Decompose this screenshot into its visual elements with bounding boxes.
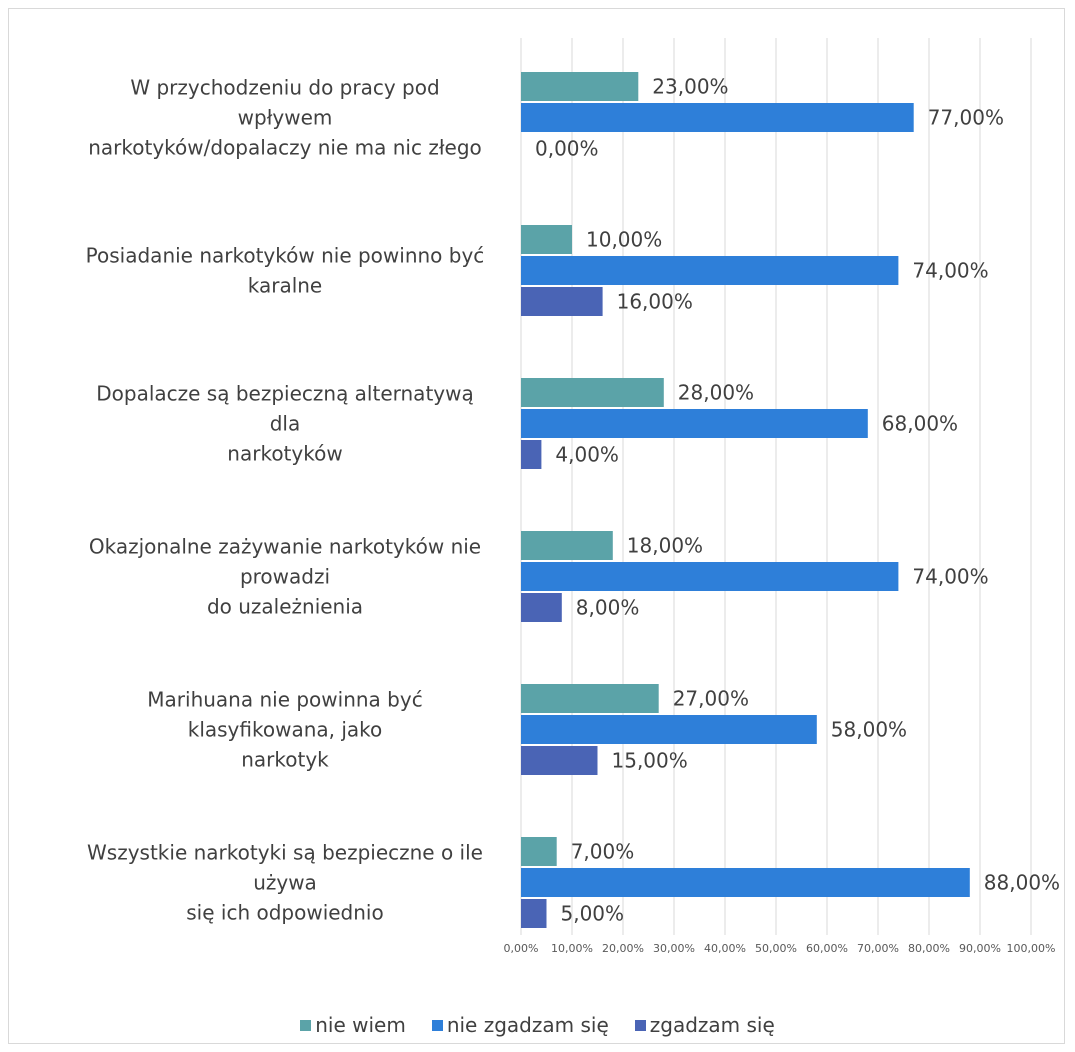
bar [521,378,664,407]
bar [521,837,557,866]
legend-swatch [300,1019,312,1031]
category-label-line: Wszystkie narkotyki są bezpieczne o ile [87,841,483,865]
x-tick-label: 20,00% [602,942,644,955]
category-label-line: dla [270,412,301,436]
bar [521,287,603,316]
bar [521,715,817,744]
data-label: 88,00% [984,871,1060,895]
category-label-line: klasyfikowana, jako [188,718,383,742]
x-tick-label: 90,00% [959,942,1001,955]
category-label-line: Dopalacze są bezpieczną alternatywą [96,382,473,406]
data-label: 8,00% [576,596,640,620]
x-tick-label: 60,00% [806,942,848,955]
bar [521,593,562,622]
bar [521,868,970,897]
data-label: 74,00% [912,565,988,589]
legend-item: nie zgadzam się [431,1013,609,1037]
category-label-line: się ich odpowiednio [186,901,383,925]
data-label: 58,00% [831,718,907,742]
legend-swatch [431,1019,443,1031]
bar [521,746,598,775]
data-label: 74,00% [912,259,988,283]
bar [521,103,914,132]
x-tick-label: 40,00% [704,942,746,955]
data-label: 16,00% [617,290,693,314]
legend-label: nie wiem [315,1013,406,1037]
data-label: 27,00% [673,687,749,711]
bar [521,562,899,591]
category-label-line: narkotyków/dopalaczy nie ma nic złego [88,136,482,160]
category-label-line: narkotyków [227,442,342,466]
legend-swatch [634,1019,646,1031]
category-label: Marihuana nie powinna być klasyfikowana, … [147,688,422,772]
bar [521,684,659,713]
data-label: 4,00% [555,443,619,467]
data-label: 77,00% [928,106,1004,130]
bar [521,72,639,101]
bar [521,440,542,469]
legend-label: nie zgadzam się [446,1013,609,1037]
category-label-line: W przychodzeniu do pracy pod [130,76,439,100]
bar [521,256,899,285]
category-label-line: Okazjonalne zażywanie narkotyków nie [89,535,481,559]
bar [521,899,547,928]
category-label-line: prowadzi [240,565,330,589]
x-tick-label: 70,00% [857,942,899,955]
data-label: 23,00% [652,75,728,99]
category-label: Posiadanie narkotyków nie powinno być kar… [86,244,485,298]
category-label: Okazjonalne zażywanie narkotyków nie prow… [89,535,481,619]
bar [521,225,572,254]
chart-legend: nie wiem nie zgadzam się zgadzam się [0,1010,1075,1040]
category-label: Wszystkie narkotyki są bezpieczne o ile u… [87,841,483,925]
category-label: W przychodzeniu do pracy pod wpływem narko… [88,76,482,160]
category-label-line: do uzależnienia [207,595,363,619]
x-tick-label: 100,00% [1007,942,1056,955]
legend-item: zgadzam się [634,1013,775,1037]
category-label-line: Posiadanie narkotyków nie powinno być [86,244,485,268]
category-label-line: wpływem [238,106,333,130]
x-tick-label: 10,00% [551,942,593,955]
category-label-line: Marihuana nie powinna być [147,688,422,712]
bar [521,531,613,560]
data-label: 15,00% [612,749,688,773]
data-label: 0,00% [535,137,599,161]
x-tick-label: 50,00% [755,942,797,955]
legend-label: zgadzam się [649,1013,775,1037]
data-label: 28,00% [678,381,754,405]
legend-item: nie wiem [300,1013,406,1037]
data-label: 5,00% [561,902,625,926]
data-label: 18,00% [627,534,703,558]
category-label-line: narkotyk [241,748,329,772]
category-label-line: używa [253,871,317,895]
category-label-line: karalne [248,274,323,298]
data-label: 7,00% [571,840,635,864]
x-tick-label: 0,00% [504,942,539,955]
chart-plot: 0,00% 10,00% 20,00% 30,00% 40,00% 50,00% 60,00… [86,38,1060,955]
x-tick-label: 80,00% [908,942,950,955]
data-label: 68,00% [882,412,958,436]
bar [521,409,868,438]
category-label: Dopalacze są bezpieczną alternatywą dla na… [96,382,473,466]
x-tick-label: 30,00% [653,942,695,955]
data-label: 10,00% [586,228,662,252]
